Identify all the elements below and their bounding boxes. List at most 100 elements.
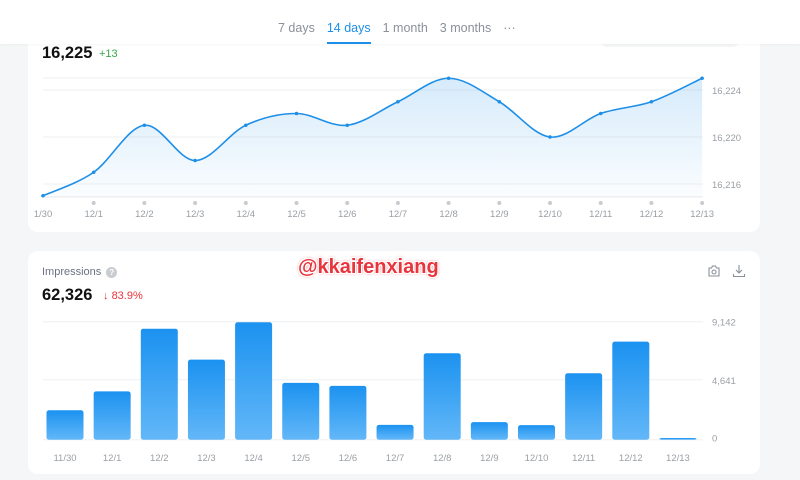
data-point (91, 170, 96, 175)
range-tabs: 7 days 14 days 1 month 3 months ··· (278, 21, 516, 44)
data-point (345, 123, 350, 128)
y-tick-label: 16,224 (712, 86, 741, 97)
x-tick-label: 12/5 (287, 209, 306, 220)
bar (282, 382, 320, 440)
x-tick-dot (700, 201, 705, 205)
x-tick-dot (91, 201, 96, 205)
x-tick-dot (395, 201, 400, 205)
data-point (193, 158, 197, 163)
x-tick-dot (497, 201, 502, 205)
help-icon[interactable]: ? (106, 266, 118, 278)
x-tick-label: 1/30 (34, 209, 53, 220)
x-tick-label: 12/12 (640, 209, 664, 220)
x-tick-dot (548, 201, 552, 205)
tab-7-days[interactable]: 7 days (278, 21, 315, 35)
x-tick-label: 11/30 (53, 453, 76, 464)
impressions-delta: ↓ 83.9% (103, 290, 143, 302)
x-tick-label: 12/8 (439, 209, 458, 220)
more-options-button[interactable]: ··· (503, 21, 516, 35)
data-point (41, 193, 45, 198)
bar (470, 422, 508, 440)
y-tick-label: 9,142 (712, 318, 736, 329)
followers-value: 16,225 (42, 44, 93, 62)
x-tick-label: 12/12 (619, 453, 643, 464)
data-point (446, 76, 451, 81)
data-point (396, 99, 400, 104)
x-tick-dot (243, 201, 248, 205)
bar (518, 425, 555, 440)
y-tick-label: 4,641 (712, 376, 736, 387)
x-tick-dot (598, 201, 603, 205)
followers-card: 16,216 16,220 16,224 1/30 12/1 12/2 12/3 12/4 12… (28, 20, 760, 232)
followers-delta: +13 (99, 48, 118, 60)
x-tick-label: 12/4 (237, 209, 256, 220)
data-point (294, 111, 299, 116)
bar (140, 328, 178, 440)
impressions-title: Impressions (42, 266, 102, 278)
x-tick-label: 12/13 (690, 209, 714, 220)
impressions-title-row: Impressions ? (42, 266, 118, 278)
x-tick-label: 12/10 (525, 453, 549, 464)
x-tick-label: 12/11 (589, 209, 612, 220)
bar (565, 373, 603, 440)
x-tick-label: 12/6 (338, 209, 357, 220)
x-tick-label: 12/3 (197, 453, 216, 464)
x-tick-dot (446, 201, 451, 205)
camera-icon[interactable] (707, 264, 721, 278)
x-tick-label: 12/4 (244, 453, 263, 464)
bar (329, 385, 367, 440)
data-point (598, 111, 603, 116)
impressions-card: 0 4,641 9,142 11/30 12/1 12/2 12/3 12/4 12/5 12/6… (28, 251, 760, 474)
x-tick-label: 12/9 (490, 209, 509, 220)
line-area (43, 78, 703, 197)
x-tick-dot (193, 201, 198, 205)
impressions-delta-value: 83.9% (111, 290, 143, 302)
x-tick-label: 12/5 (292, 453, 311, 464)
x-tick-dot (142, 201, 147, 205)
x-tick-label: 12/7 (386, 453, 405, 464)
impressions-value: 62,326 (42, 286, 93, 304)
tab-3-months[interactable]: 3 months (439, 21, 492, 35)
bar (187, 359, 225, 440)
y-tick-label: 16,220 (712, 133, 741, 144)
x-tick-label: 12/7 (389, 209, 408, 220)
x-tick-label: 12/13 (666, 453, 690, 464)
bar (93, 391, 131, 440)
x-tick-label: 12/2 (150, 453, 169, 464)
x-tick-dot (649, 201, 654, 205)
watermark: @kkaifenxiang (298, 256, 439, 278)
x-tick-label: 12/2 (135, 209, 154, 220)
data-point (497, 99, 502, 104)
data-point (649, 99, 654, 104)
x-tick-label: 12/6 (339, 453, 358, 464)
bar (423, 353, 461, 440)
data-point (244, 123, 248, 128)
y-tick-label: 16,216 (712, 180, 741, 191)
x-tick-label: 12/9 (480, 453, 499, 464)
bar (235, 322, 273, 440)
range-tab-bar: 7 days 14 days 1 month 3 months ··· (0, 0, 800, 44)
x-tick-dot (345, 201, 350, 205)
x-tick-label: 12/3 (186, 209, 205, 220)
x-tick-label: 12/10 (538, 209, 562, 220)
bar (46, 410, 84, 440)
tab-1-month[interactable]: 1 month (382, 21, 428, 35)
line-series (42, 77, 703, 197)
impressions-bar-chart: 0 4,641 9,142 11/30 12/1 12/2 12/3 12/4 12/5 12/6… (43, 318, 736, 464)
data-point (700, 76, 704, 81)
x-tick-label: 12/8 (433, 453, 452, 464)
data-point (142, 123, 147, 128)
x-tick-label: 12/11 (572, 453, 595, 464)
tab-14-days[interactable]: 14 days (326, 21, 371, 44)
data-point (548, 135, 552, 139)
arrow-down-icon: ↓ (103, 290, 112, 302)
download-icon[interactable] (732, 264, 746, 278)
bar (612, 341, 650, 440)
followers-line-chart: 16,216 16,220 16,224 1/30 12/1 12/2 12/3 12/4 12… (34, 76, 741, 220)
y-tick-label: 0 (712, 434, 717, 445)
bar (659, 438, 697, 440)
x-tick-label: 12/1 (84, 209, 103, 220)
x-tick-label: 12/1 (103, 453, 122, 464)
x-tick-dot (294, 201, 299, 205)
bar (376, 424, 414, 440)
